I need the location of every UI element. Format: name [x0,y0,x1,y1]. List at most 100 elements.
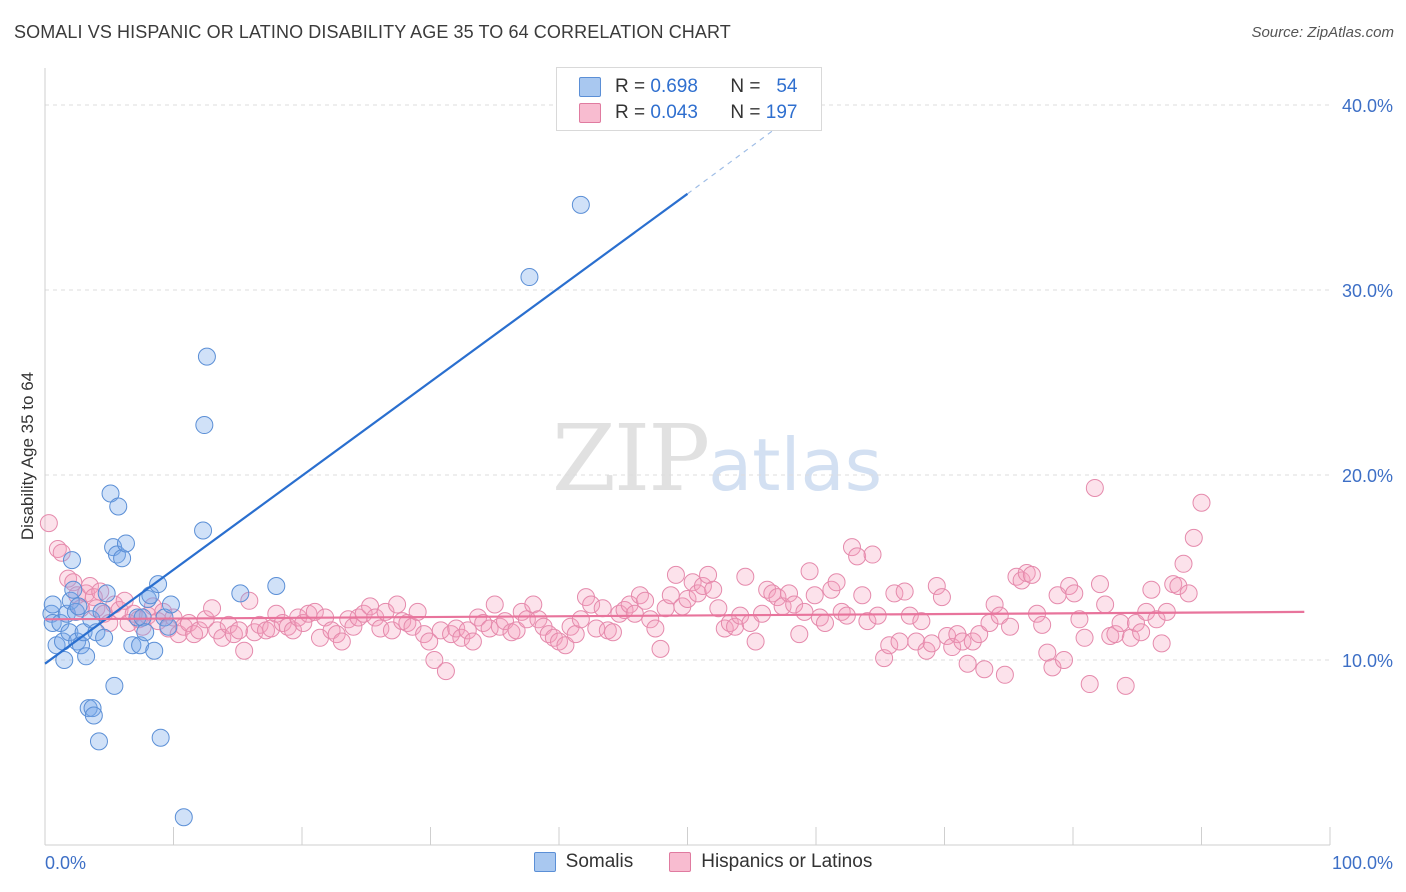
hispanic-point [1192,493,1211,512]
hispanic-point [1142,580,1161,599]
hispanic-point [420,632,439,651]
hispanic-point [975,660,994,679]
hispanic-point [556,636,575,655]
hispanic-point [832,602,851,621]
somali-point [231,584,250,603]
hispanic-point [880,636,899,655]
y-tick-label: 40.0% [1342,96,1393,116]
hispanic-point [827,573,846,592]
hispanic-point [371,619,390,638]
hispanic-point [907,632,926,651]
somali-point [43,595,62,614]
somali-trend-extension [687,126,778,195]
somali-point [42,604,61,623]
y-tick-label: 20.0% [1342,466,1393,486]
hispanic-point [810,608,829,627]
somali-point [161,595,180,614]
hispanic-point [544,628,563,647]
hispanic-point [1096,595,1115,614]
hispanic-point [848,547,867,566]
hispanic-point [115,591,134,610]
hispanic-point [1085,478,1104,497]
hispanic-point [485,595,504,614]
hispanic-point [1001,617,1020,636]
hispanic-point [436,662,455,681]
legend-label-somalis: Somalis [565,851,634,872]
hispanic-point [310,628,329,647]
hispanic-point [398,614,417,632]
hispanic-point [240,591,259,610]
hispanic-point [1022,565,1041,584]
hispanic-point [963,632,982,651]
hispanic-point [463,632,482,651]
hispanic-point [490,617,509,636]
hispanic-point [704,580,723,599]
hispanic-point [224,625,243,644]
hispanic-point [646,619,665,638]
hispanic-point [995,665,1014,684]
hispanic-point [630,586,649,605]
legend-item-somalis: Somalis [533,851,634,873]
hispanic-point [219,615,238,634]
hispanic-point [1090,575,1109,594]
hispanic-point [1075,628,1094,647]
hispanic-point [1007,567,1026,586]
hispanic-point [683,573,702,592]
hispanic-point [1043,658,1062,677]
hispanic-point [425,651,444,669]
somali-point [195,416,214,435]
hispanic-point [593,599,612,618]
somalis-swatch [579,77,601,97]
hispanic-point [842,538,861,557]
hispanic-point [442,625,461,644]
hispanic-point [868,606,887,625]
hispanic-point [539,625,558,644]
legend-row-somalis: R = 0.698 N = 54 [579,74,797,100]
hispanic-trend-line [44,610,1305,621]
somali-point [159,617,178,636]
hispanic-point [447,619,466,638]
r-value: 0.698 [650,76,698,97]
hispanic-point [1126,614,1145,632]
x-tick-label: 100.0% [1332,853,1393,873]
somali-point [571,195,590,214]
hispanic-point [190,621,209,640]
somali-point [520,268,539,287]
hispanic-point [895,582,914,601]
somali-point [109,497,128,516]
somali-point [97,584,116,603]
hispanic-point [736,567,755,586]
hispanic-point [780,584,799,603]
hispanic-point [890,632,909,651]
somali-point [77,647,96,666]
hispanic-point [332,632,351,651]
hispanic-point [900,606,919,625]
hispanic-point [603,623,622,642]
somali-point [95,628,114,647]
n-value: 197 [765,102,798,123]
hispanic-point [636,591,655,610]
n-label: N = [730,102,761,123]
hispanic-point [39,514,58,533]
hispanic-point [382,621,401,640]
hispanic-point [746,632,765,651]
hispanic-point [1184,528,1203,547]
somali-point [60,623,79,642]
somali-point [197,347,216,366]
hispanic-point [863,545,882,564]
somali-point [113,549,132,568]
hispanic-point [990,606,1009,625]
chart-title: SOMALI VS HISPANIC OR LATINO DISABILITY … [14,22,731,42]
hispanic-point [582,595,601,614]
watermark: ZIPatlas [552,405,882,512]
hispanic-point [203,599,222,618]
hispanic-point [912,612,931,631]
hispanic-point [958,654,977,673]
hispanic-point [805,586,824,605]
hispanic-point [666,565,685,584]
r-label: R = [615,76,646,97]
somali-point [151,728,170,747]
hispanic-point [1132,623,1151,642]
watermark-atlas: atlas [708,423,883,507]
hispanic-point [1152,634,1171,653]
